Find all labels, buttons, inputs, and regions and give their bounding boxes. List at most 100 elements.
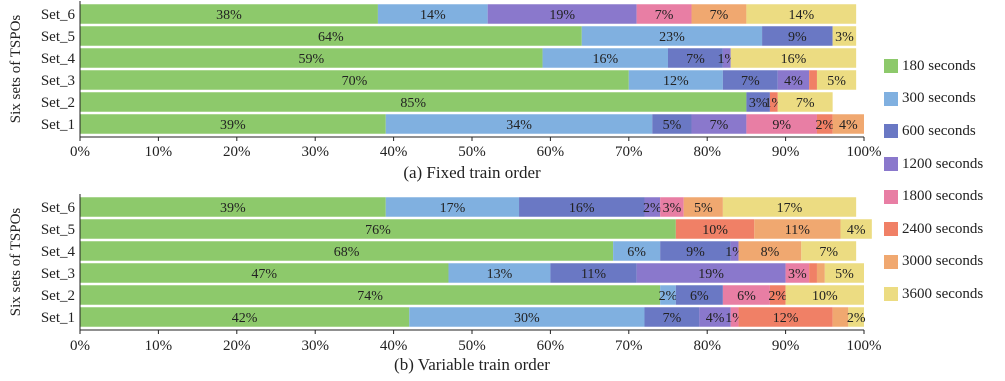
- legend-item: 2400 seconds: [884, 213, 983, 246]
- bar-segment-b: [801, 241, 857, 261]
- bar-segment-b: [660, 197, 684, 217]
- legend-swatch: [884, 189, 898, 204]
- bar-segment-b: [738, 307, 833, 327]
- data-label-b: 17%: [777, 201, 803, 216]
- bar-segment-b: [644, 307, 700, 327]
- bar-segment-a: [691, 4, 747, 24]
- data-label-a: 12%: [663, 74, 689, 89]
- data-label-b: 30%: [514, 311, 540, 326]
- bar-segment-b: [738, 241, 802, 261]
- data-label-b: 16%: [569, 201, 595, 216]
- legend-item: 1200 seconds: [884, 148, 983, 181]
- data-label-b: 17%: [440, 201, 466, 216]
- legend-label: 300 seconds: [902, 90, 976, 107]
- y-tick-label-a: Set_4: [41, 51, 76, 67]
- bar-segment-a: [80, 70, 629, 90]
- y-axis-label-a: Six sets of TSPOs: [8, 15, 24, 124]
- data-label-b: 6%: [737, 289, 756, 304]
- bar-segment-b: [730, 241, 739, 261]
- bar-segment-a: [385, 114, 653, 134]
- y-tick-label-a: Set_3: [41, 73, 75, 89]
- x-tick-label-a: 50%: [458, 144, 486, 160]
- legend-swatch: [884, 287, 898, 302]
- y-tick-label-b: Set_6: [41, 200, 76, 216]
- data-label-b: 68%: [334, 245, 360, 260]
- legend-item: 1800 seconds: [884, 180, 983, 213]
- bar-segment-b: [519, 197, 645, 217]
- data-label-a: 16%: [781, 52, 807, 67]
- bar-segment-a: [730, 48, 857, 68]
- bar-segment-b: [840, 219, 872, 239]
- bar-segment-b: [809, 263, 817, 283]
- bar-segment-a: [581, 26, 763, 46]
- x-tick-label-b: 90%: [772, 338, 800, 354]
- data-label-a: 5%: [827, 74, 846, 89]
- legend-label: 1800 seconds: [902, 188, 984, 205]
- data-label-a: 19%: [549, 8, 575, 23]
- bar-segment-b: [754, 219, 841, 239]
- data-label-a: 14%: [420, 8, 446, 23]
- data-label-a: 85%: [400, 96, 426, 111]
- bar-segment-a: [668, 48, 723, 68]
- legend-swatch: [884, 91, 898, 106]
- bar-segment-b: [816, 263, 825, 283]
- bar-segment-b: [675, 219, 755, 239]
- x-tick-label-b: 70%: [615, 338, 643, 354]
- data-label-b: 2%: [643, 201, 662, 216]
- bar-segment-b: [832, 307, 849, 327]
- bar-segment-a: [628, 70, 723, 90]
- bar-segment-b: [80, 263, 449, 283]
- legend-label: 3600 seconds: [902, 285, 984, 302]
- x-tick-label-b: 60%: [537, 338, 565, 354]
- y-tick-label-b: Set_4: [41, 244, 76, 260]
- chart-title-b: (b) Variable train order: [394, 355, 550, 374]
- data-label-a: 7%: [741, 74, 760, 89]
- x-tick-label-b: 10%: [145, 338, 173, 354]
- bar-segment-a: [691, 114, 747, 134]
- y-tick-label-a: Set_2: [41, 95, 75, 111]
- x-tick-label-a: 90%: [772, 144, 800, 160]
- bar-segment-b: [385, 197, 520, 217]
- data-label-b: 6%: [627, 245, 646, 260]
- bar-segment-a: [809, 70, 817, 90]
- legend-item: 3600 seconds: [884, 278, 983, 311]
- y-axis-label-b: Six sets of TSPOs: [8, 208, 24, 317]
- bar-segment-b: [80, 307, 410, 327]
- x-tick-label-a: 0%: [70, 144, 90, 160]
- bar-segment-a: [377, 4, 488, 24]
- bar-segment-a: [816, 114, 833, 134]
- data-label-b: 4%: [847, 223, 866, 238]
- bar-segment-a: [777, 70, 810, 90]
- data-label-a: 70%: [342, 74, 368, 89]
- legend-label: 1200 seconds: [902, 155, 984, 172]
- data-label-b: 9%: [686, 245, 705, 260]
- data-label-b: 12%: [773, 311, 799, 326]
- legend-label: 600 seconds: [902, 122, 976, 139]
- data-label-b: 13%: [487, 267, 513, 282]
- x-tick-label-a: 10%: [145, 144, 173, 160]
- bar-segment-a: [80, 48, 543, 68]
- data-label-a: 64%: [318, 30, 344, 45]
- x-tick-label-b: 20%: [223, 338, 251, 354]
- bar-segment-a: [636, 4, 692, 24]
- x-tick-label-a: 40%: [380, 144, 408, 160]
- data-label-a: 4%: [839, 118, 858, 133]
- y-tick-label-b: Set_5: [41, 222, 75, 238]
- data-label-b: 3%: [788, 267, 807, 282]
- bar-segment-a: [746, 114, 817, 134]
- data-label-b: 3%: [663, 201, 682, 216]
- bar-segment-a: [652, 114, 692, 134]
- data-label-b: 7%: [819, 245, 838, 260]
- data-label-a: 7%: [796, 96, 815, 111]
- data-label-b: 10%: [702, 223, 728, 238]
- bar-segment-b: [730, 307, 739, 327]
- legend-label: 3000 seconds: [902, 253, 984, 270]
- bar-segment-b: [644, 197, 661, 217]
- data-label-b: 7%: [663, 311, 682, 326]
- x-tick-label-b: 40%: [380, 338, 408, 354]
- data-label-a: 7%: [686, 52, 705, 67]
- data-label-b: 2%: [847, 311, 866, 326]
- data-label-a: 59%: [298, 52, 324, 67]
- bar-segment-b: [80, 197, 386, 217]
